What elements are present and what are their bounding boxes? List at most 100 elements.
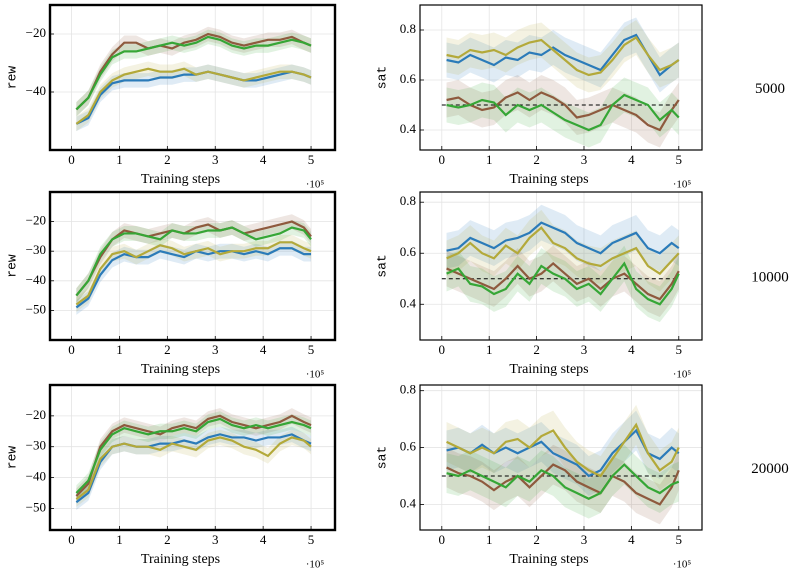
- series-line: [75, 226, 312, 297]
- x-tick-label: 3: [212, 532, 219, 547]
- y-tick-label: 0.4: [400, 495, 417, 510]
- x-tick-label: 3: [212, 342, 219, 357]
- x-axis-label: Training steps: [509, 362, 588, 377]
- row-label: 10000: [751, 269, 789, 285]
- x-tick-label: 5: [676, 152, 683, 167]
- confidence-band: [446, 209, 679, 292]
- x-tick-label: 1: [486, 342, 493, 357]
- x-tick-label: 0: [68, 152, 75, 167]
- x-scale-label: ·10⁵: [673, 369, 692, 381]
- y-tick-label: −20: [26, 407, 46, 422]
- confidence-band: [446, 20, 679, 93]
- axes-frame: [419, 384, 703, 531]
- series-line: [75, 32, 312, 111]
- x-tick-label: 2: [164, 152, 171, 167]
- y-tick-label: −50: [26, 499, 46, 514]
- x-tick-label: 4: [260, 532, 267, 547]
- confidence-band: [76, 234, 312, 312]
- x-tick-label: 1: [486, 532, 493, 547]
- x-axis-label: Training steps: [141, 172, 220, 187]
- confidence-band: [76, 220, 312, 303]
- confidence-band: [446, 77, 679, 148]
- x-tick-label: 0: [439, 532, 446, 547]
- series-line: [75, 436, 312, 501]
- x-tick-label: 3: [581, 532, 588, 547]
- y-axis-label: sat: [374, 66, 389, 89]
- x-tick-label: 0: [439, 152, 446, 167]
- series-line: [75, 241, 312, 306]
- plot-area: [420, 192, 702, 340]
- x-axis-label: Training steps: [509, 172, 588, 187]
- axes-frame: [48, 190, 337, 342]
- x-scale-label: ·10⁵: [306, 179, 325, 191]
- x-tick-label: 1: [486, 152, 493, 167]
- x-tick-label: 3: [581, 342, 588, 357]
- series-line: [446, 422, 680, 478]
- row-label: 5000: [755, 81, 785, 97]
- x-scale-label: ·10⁵: [673, 179, 692, 191]
- x-axis-label: Training steps: [141, 362, 220, 377]
- y-axis-label: sat: [374, 254, 389, 277]
- y-tick-label: −20: [26, 213, 46, 228]
- y-tick-label: 0.6: [400, 71, 417, 86]
- plot-area: [420, 385, 702, 530]
- series-line: [446, 221, 680, 255]
- x-scale-label: ·10⁵: [673, 559, 692, 571]
- y-tick-label: 0.8: [400, 382, 416, 397]
- plot-area: [50, 385, 335, 530]
- y-tick-label: 0.6: [400, 439, 417, 454]
- x-tick-label: 2: [164, 532, 171, 547]
- axes-frame: [419, 191, 703, 341]
- x-axis-label: Training steps: [141, 552, 220, 567]
- x-tick-label: 5: [676, 532, 683, 547]
- series-line: [446, 93, 680, 132]
- confidence-band: [446, 17, 679, 93]
- confidence-band: [446, 75, 679, 148]
- series-line: [446, 463, 680, 506]
- confidence-band: [446, 444, 679, 519]
- confidence-band: [446, 410, 679, 496]
- x-tick-label: 2: [164, 342, 171, 357]
- y-axis-label: rew: [4, 66, 19, 90]
- x-tick-label: 4: [628, 152, 635, 167]
- x-tick-label: 3: [581, 152, 588, 167]
- y-axis-label: rew: [4, 446, 19, 470]
- y-axis-label: sat: [374, 446, 389, 469]
- x-tick-label: 1: [116, 342, 123, 357]
- plot-area: [50, 5, 335, 150]
- y-tick-label: −40: [26, 83, 46, 98]
- x-tick-label: 5: [308, 342, 315, 357]
- x-tick-label: 0: [68, 342, 75, 357]
- series-line: [446, 36, 680, 77]
- y-tick-label: −20: [26, 25, 46, 40]
- series-line: [75, 417, 312, 494]
- series-line: [446, 261, 680, 306]
- plot-area: [50, 192, 335, 340]
- axes-frame: [48, 3, 337, 152]
- y-tick-label: −50: [26, 301, 46, 316]
- confidence-band: [76, 26, 312, 117]
- y-tick-label: −40: [26, 469, 46, 484]
- y-tick-label: −30: [26, 242, 46, 257]
- x-tick-label: 0: [439, 342, 446, 357]
- series-line: [446, 226, 680, 276]
- x-scale-label: ·10⁵: [306, 369, 325, 381]
- y-tick-label: 0.8: [400, 193, 416, 208]
- axes-frame: [48, 383, 337, 532]
- y-tick-label: −40: [26, 272, 46, 287]
- x-tick-label: 4: [628, 342, 635, 357]
- confidence-band: [446, 245, 679, 323]
- x-tick-label: 4: [260, 342, 267, 357]
- y-tick-label: 0.4: [400, 295, 417, 310]
- x-tick-label: 5: [308, 532, 315, 547]
- x-axis-label: Training steps: [509, 552, 588, 567]
- plot-area: [420, 5, 702, 150]
- x-tick-label: 4: [260, 152, 267, 167]
- axes-frame: [419, 4, 703, 151]
- series-line: [75, 414, 312, 497]
- row-label: 20000: [751, 461, 789, 477]
- confidence-band: [446, 245, 679, 318]
- x-tick-label: 1: [116, 152, 123, 167]
- series-line: [446, 91, 680, 132]
- y-tick-label: 0.8: [400, 21, 416, 36]
